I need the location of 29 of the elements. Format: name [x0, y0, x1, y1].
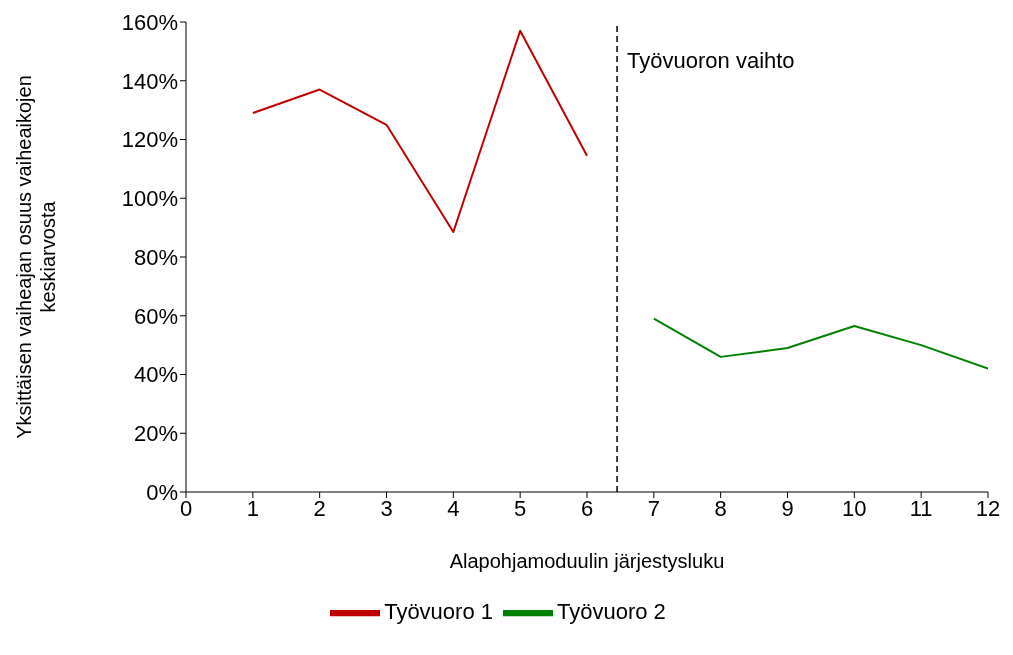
x-tick-label: 7: [647, 495, 660, 521]
x-tick-label: 1: [246, 495, 259, 521]
x-tick-label: 8: [714, 495, 727, 521]
y-tick-label: 80%: [133, 244, 178, 270]
x-tick-label: 11: [909, 495, 933, 521]
x-tick-label: 0: [179, 495, 193, 521]
y-axis-title: Yksittäisen vaiheajan osuus vaiheaikojen keskiarvosta: [13, 75, 59, 439]
x-tick-label: 4: [447, 495, 460, 521]
line-series: [251, 29, 588, 234]
x-tick-label: 5: [514, 495, 527, 521]
y-tick-label: 120%: [121, 127, 178, 153]
x-tick-label: 6: [580, 495, 594, 521]
y-tick-label: 160%: [121, 9, 178, 35]
line-series: [652, 317, 988, 370]
x-tick-label: 12: [975, 495, 1001, 521]
legend-label: Työvuoro 1: [384, 598, 493, 624]
y-tick-label: 40%: [133, 362, 178, 388]
y-tick-label: 0%: [146, 479, 178, 505]
x-axis-title: Alapohjamoduulin järjestysluku: [449, 550, 725, 572]
y-tick-label: 100%: [121, 186, 178, 212]
y-tick-label: 140%: [121, 68, 178, 94]
y-tick-label: 20%: [133, 421, 178, 447]
legend-label: Työvuoro 2: [557, 598, 666, 624]
x-tick-label: 3: [380, 495, 393, 521]
x-tick-label: 10: [842, 495, 867, 521]
ref-line-label: Työvuoron vaihto: [627, 47, 795, 73]
x-tick-label: 2: [313, 495, 326, 521]
y-tick-label: 60%: [133, 303, 178, 329]
x-tick-label: 9: [781, 495, 794, 521]
